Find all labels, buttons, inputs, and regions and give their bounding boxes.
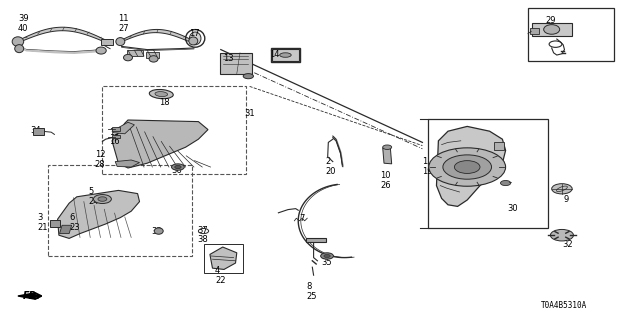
Bar: [532, 23, 572, 36]
Bar: [204, 244, 243, 273]
Bar: [272, 49, 299, 61]
Circle shape: [321, 253, 333, 259]
Ellipse shape: [189, 32, 201, 45]
Text: 14: 14: [269, 50, 279, 59]
Text: 9: 9: [563, 195, 568, 204]
Text: 32: 32: [562, 240, 573, 249]
Polygon shape: [112, 122, 134, 134]
Bar: [530, 28, 539, 34]
Text: 7: 7: [300, 214, 305, 223]
Ellipse shape: [154, 228, 163, 234]
Circle shape: [552, 184, 572, 194]
Circle shape: [93, 195, 111, 204]
Ellipse shape: [12, 37, 24, 46]
Circle shape: [383, 145, 392, 149]
Bar: [112, 135, 120, 138]
Ellipse shape: [280, 53, 291, 57]
Polygon shape: [115, 160, 140, 167]
Bar: [428, 119, 548, 228]
Bar: [102, 86, 246, 174]
Circle shape: [500, 180, 511, 186]
Bar: [271, 48, 300, 62]
Bar: [494, 142, 504, 150]
Text: 6
23: 6 23: [69, 213, 80, 231]
Text: 30: 30: [508, 204, 518, 213]
Polygon shape: [58, 190, 140, 238]
Ellipse shape: [149, 56, 158, 62]
Text: 33: 33: [151, 227, 162, 236]
Text: 5
24: 5 24: [88, 187, 99, 206]
Text: 34: 34: [31, 126, 42, 135]
Ellipse shape: [116, 38, 125, 46]
Text: 18: 18: [159, 98, 170, 107]
Bar: [112, 127, 120, 131]
Polygon shape: [118, 29, 195, 42]
Polygon shape: [112, 120, 208, 168]
Text: 11
27: 11 27: [118, 14, 129, 33]
Bar: [33, 128, 44, 135]
Text: 12
28: 12 28: [95, 150, 106, 169]
Circle shape: [443, 155, 492, 179]
Circle shape: [324, 254, 330, 258]
Text: T0A4B5310A: T0A4B5310A: [541, 301, 587, 310]
Text: 2
20: 2 20: [325, 157, 335, 175]
Polygon shape: [383, 148, 392, 164]
Text: 36: 36: [172, 166, 182, 175]
Polygon shape: [60, 225, 72, 234]
Ellipse shape: [149, 90, 173, 99]
Circle shape: [429, 148, 506, 186]
Circle shape: [98, 197, 107, 201]
Ellipse shape: [155, 92, 168, 97]
Circle shape: [550, 229, 573, 241]
Text: 15: 15: [109, 128, 119, 137]
Text: 10
26: 10 26: [380, 171, 391, 190]
Bar: [127, 50, 143, 56]
Polygon shape: [16, 27, 109, 42]
Text: 29: 29: [545, 16, 556, 25]
Ellipse shape: [96, 47, 106, 54]
Circle shape: [454, 161, 480, 173]
Text: 8
25: 8 25: [306, 282, 316, 301]
Bar: [50, 220, 60, 227]
Bar: [48, 165, 192, 256]
Text: FR.: FR.: [23, 291, 41, 301]
Bar: [306, 238, 326, 242]
Text: 3
21: 3 21: [37, 213, 47, 231]
Circle shape: [175, 165, 181, 169]
Ellipse shape: [15, 45, 24, 53]
Text: 16: 16: [109, 137, 120, 146]
Text: 37
38: 37 38: [197, 226, 208, 244]
Text: 13: 13: [223, 54, 234, 63]
Polygon shape: [210, 247, 237, 269]
Bar: [146, 52, 159, 58]
Ellipse shape: [189, 37, 198, 45]
Text: 31: 31: [244, 109, 255, 118]
Ellipse shape: [543, 25, 559, 34]
Text: 17: 17: [189, 29, 200, 38]
Text: 4
22: 4 22: [215, 266, 225, 285]
Text: 1
19: 1 19: [422, 157, 433, 175]
Bar: [528, 8, 614, 61]
Polygon shape: [18, 293, 35, 299]
Text: 39
40: 39 40: [18, 14, 29, 33]
Bar: [220, 53, 252, 74]
Text: 35: 35: [321, 258, 332, 267]
Bar: [101, 39, 113, 45]
Polygon shape: [436, 126, 506, 206]
Ellipse shape: [124, 54, 132, 61]
Circle shape: [172, 164, 184, 170]
Circle shape: [243, 74, 253, 79]
